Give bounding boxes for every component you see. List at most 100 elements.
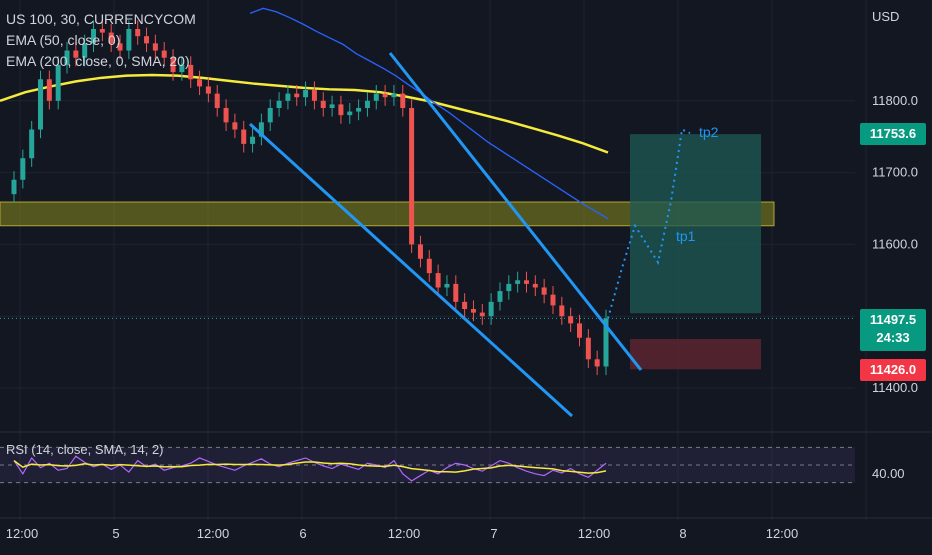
candle bbox=[453, 283, 459, 302]
time-tick-label: 8 bbox=[679, 526, 686, 541]
time-tick-label: 6 bbox=[299, 526, 306, 541]
tp2-label: tp2 bbox=[699, 124, 719, 140]
ema200-legend[interactable]: EMA (200, close, 0, SMA, 20) bbox=[6, 53, 190, 69]
candle bbox=[444, 283, 450, 288]
rsi-line bbox=[13, 455, 607, 482]
candle bbox=[20, 158, 26, 180]
candle bbox=[205, 86, 211, 94]
candle bbox=[347, 111, 353, 116]
currency-label: USD bbox=[872, 9, 899, 24]
candle bbox=[435, 273, 441, 288]
channel-lower-line bbox=[248, 122, 574, 418]
tp-price-badge: 11753.6 bbox=[860, 123, 926, 145]
candle bbox=[188, 64, 194, 80]
stop-zone bbox=[630, 338, 761, 370]
candle bbox=[497, 291, 503, 302]
candle bbox=[250, 136, 256, 144]
candle bbox=[364, 100, 370, 108]
candle bbox=[479, 312, 485, 317]
candle bbox=[594, 359, 600, 367]
candle bbox=[46, 79, 52, 101]
candle bbox=[391, 93, 397, 98]
price-tick-label: 11700.0 bbox=[872, 165, 918, 180]
candle bbox=[603, 318, 609, 367]
candle bbox=[515, 280, 521, 284]
candle bbox=[276, 100, 282, 108]
price-tick-label: 11800.0 bbox=[872, 93, 918, 108]
candle bbox=[294, 93, 300, 98]
target-zone bbox=[630, 134, 761, 314]
candle bbox=[409, 107, 415, 245]
rsi-ma-line bbox=[13, 459, 607, 474]
ema50-legend[interactable]: EMA (50, close, 0) bbox=[6, 32, 121, 48]
candle bbox=[241, 129, 247, 144]
candle bbox=[559, 305, 565, 317]
candle bbox=[214, 93, 220, 108]
candle bbox=[541, 287, 547, 295]
candle bbox=[400, 93, 406, 108]
candle bbox=[338, 104, 344, 116]
candle bbox=[197, 79, 203, 87]
candle bbox=[232, 122, 238, 130]
candle bbox=[285, 93, 291, 101]
candle bbox=[532, 283, 538, 288]
candle bbox=[426, 258, 432, 274]
candle bbox=[258, 122, 264, 137]
sl-price-badge: 11426.0 bbox=[860, 359, 926, 381]
candle bbox=[320, 100, 326, 108]
chart-legend: US 100, 30, CURRENCYCOM EMA (50, close, … bbox=[6, 9, 196, 72]
candle bbox=[329, 104, 335, 108]
current-price-value: 11497.5 bbox=[869, 312, 917, 327]
candle bbox=[417, 244, 423, 259]
candle bbox=[152, 43, 158, 51]
resistance-zone bbox=[0, 201, 775, 227]
candle bbox=[161, 50, 167, 58]
candle bbox=[311, 90, 317, 101]
rsi-tick-label: 40.00 bbox=[872, 466, 905, 481]
candle bbox=[55, 64, 61, 101]
current-price-badge: 11497.5 24:33 bbox=[860, 309, 926, 351]
rsi-legend[interactable]: RSI (14, close, SMA, 14, 2) bbox=[6, 442, 164, 457]
candle bbox=[135, 29, 141, 37]
candle bbox=[99, 29, 105, 33]
candle bbox=[223, 107, 229, 123]
candle bbox=[179, 64, 185, 73]
candle bbox=[38, 79, 44, 130]
candle bbox=[568, 316, 574, 324]
candle bbox=[356, 107, 362, 112]
symbol-legend[interactable]: US 100, 30, CURRENCYCOM bbox=[6, 11, 196, 27]
ema200-line bbox=[0, 73, 609, 154]
candle bbox=[550, 294, 556, 306]
candle bbox=[470, 309, 476, 313]
price-tick-label: 11600.0 bbox=[872, 236, 918, 251]
candle bbox=[585, 337, 591, 360]
candle bbox=[373, 93, 379, 101]
tp1-label: tp1 bbox=[676, 228, 696, 244]
candle bbox=[267, 107, 273, 123]
time-tick-label: 12:00 bbox=[766, 526, 799, 541]
candle bbox=[73, 50, 79, 58]
time-tick-label: 5 bbox=[112, 526, 119, 541]
candle bbox=[303, 90, 309, 98]
candle bbox=[488, 301, 494, 317]
candle bbox=[11, 179, 17, 195]
candle bbox=[82, 43, 88, 58]
time-tick-label: 12:00 bbox=[578, 526, 611, 541]
time-tick-label: 7 bbox=[490, 526, 497, 541]
candle bbox=[170, 57, 176, 73]
candle bbox=[64, 50, 70, 65]
ema50-line bbox=[249, 7, 609, 220]
candle bbox=[506, 283, 512, 292]
candle bbox=[29, 129, 35, 159]
candle bbox=[144, 36, 150, 44]
candle bbox=[576, 323, 582, 338]
time-tick-label: 12:00 bbox=[6, 526, 39, 541]
candle bbox=[523, 280, 529, 284]
candle bbox=[126, 29, 132, 51]
countdown-timer: 24:33 bbox=[876, 330, 910, 345]
candle bbox=[462, 301, 468, 310]
time-tick-label: 12:00 bbox=[197, 526, 230, 541]
time-tick-label: 12:00 bbox=[388, 526, 421, 541]
